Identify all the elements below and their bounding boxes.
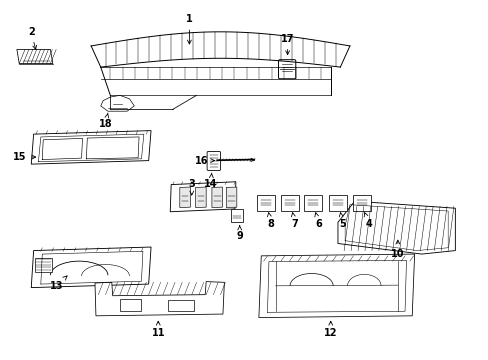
Text: 6: 6 xyxy=(314,213,322,229)
Text: 10: 10 xyxy=(390,240,404,259)
Text: 18: 18 xyxy=(99,113,112,129)
Text: 12: 12 xyxy=(324,321,337,338)
FancyBboxPatch shape xyxy=(328,195,346,211)
FancyBboxPatch shape xyxy=(278,60,295,79)
Text: 9: 9 xyxy=(236,226,243,242)
Polygon shape xyxy=(120,299,141,311)
Polygon shape xyxy=(180,187,190,207)
Text: 15: 15 xyxy=(13,152,36,162)
FancyBboxPatch shape xyxy=(207,152,220,171)
FancyBboxPatch shape xyxy=(280,195,299,211)
FancyBboxPatch shape xyxy=(230,209,243,222)
Text: 5: 5 xyxy=(339,213,346,229)
FancyBboxPatch shape xyxy=(35,258,52,272)
FancyBboxPatch shape xyxy=(256,195,275,211)
FancyBboxPatch shape xyxy=(304,195,322,211)
Text: 8: 8 xyxy=(267,213,274,229)
Text: 7: 7 xyxy=(291,213,298,229)
Text: 4: 4 xyxy=(364,213,372,229)
Polygon shape xyxy=(95,282,224,316)
FancyBboxPatch shape xyxy=(352,195,370,211)
Text: 11: 11 xyxy=(151,321,164,338)
Polygon shape xyxy=(17,49,53,64)
Polygon shape xyxy=(211,187,222,207)
Text: 2: 2 xyxy=(28,27,37,49)
Polygon shape xyxy=(31,131,151,164)
Polygon shape xyxy=(101,95,134,111)
Text: 3: 3 xyxy=(188,179,195,195)
Polygon shape xyxy=(195,187,206,207)
Text: 13: 13 xyxy=(50,276,67,291)
Text: 14: 14 xyxy=(204,173,217,189)
Text: 17: 17 xyxy=(280,34,294,55)
Text: 1: 1 xyxy=(185,14,192,44)
Polygon shape xyxy=(170,182,235,212)
Polygon shape xyxy=(258,254,414,318)
Polygon shape xyxy=(337,201,454,254)
Polygon shape xyxy=(226,187,236,207)
Text: 16: 16 xyxy=(194,156,214,166)
Polygon shape xyxy=(31,247,151,288)
Polygon shape xyxy=(167,300,194,311)
